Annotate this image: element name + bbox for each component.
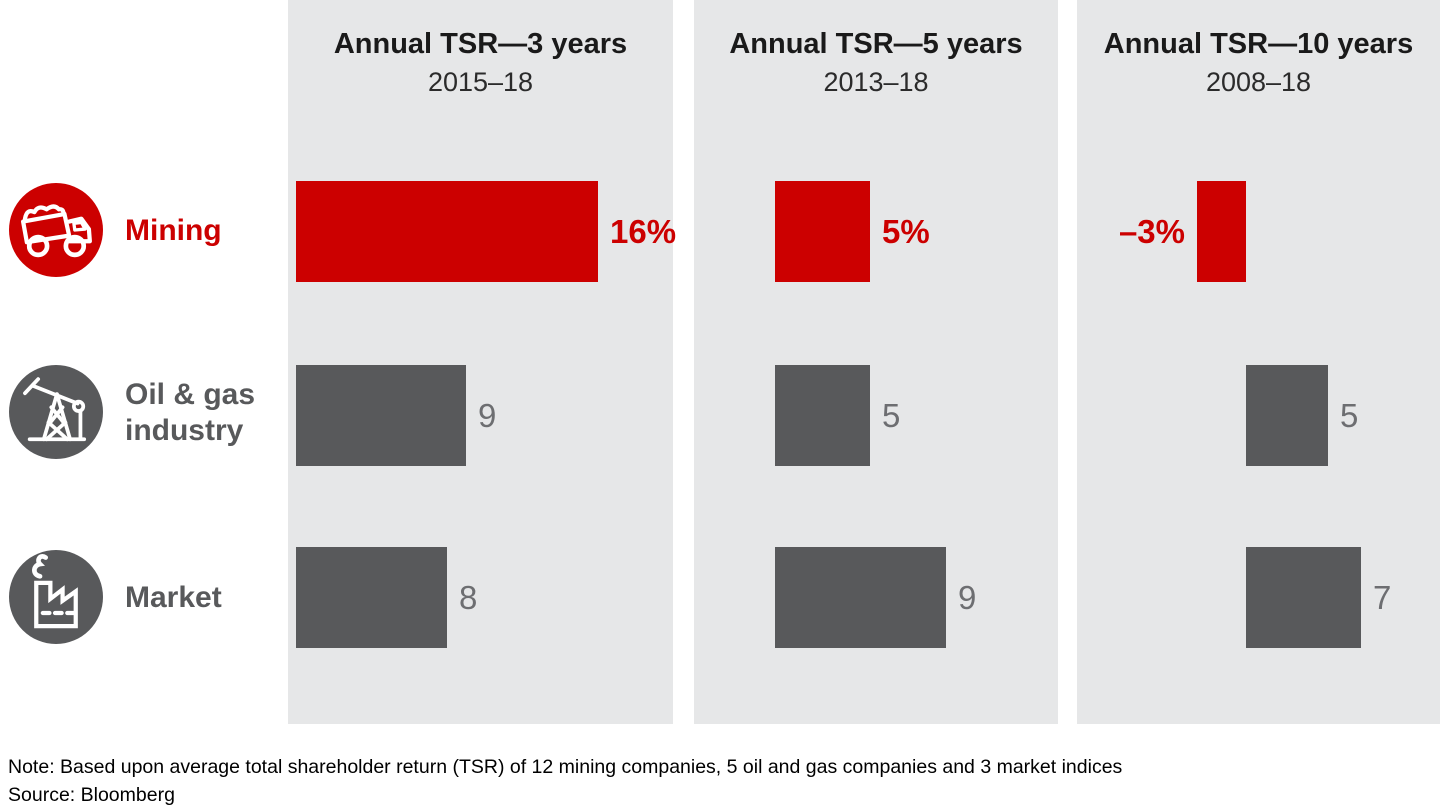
bar-value-mining-3yr: 16%: [610, 212, 677, 250]
footer: Note: Based upon average total sharehold…: [8, 754, 1122, 809]
panel-tsr-10yr: Annual TSR—10 years 2008–18 –3% 5 7: [1077, 0, 1440, 724]
bar-value-oil-gas-5yr: 5: [882, 396, 901, 434]
panel-subtitle-10yr: 2008–18: [1205, 67, 1312, 97]
panel-title-5yr: Annual TSR—5 years: [729, 28, 1023, 60]
panel-header-10yr: Annual TSR—10 years 2008–18: [1077, 27, 1440, 99]
bar-market-3yr: [296, 547, 447, 648]
panel-subtitle-3yr: 2015–18: [427, 67, 534, 97]
bar-value-oil-gas-3yr: 9: [478, 396, 497, 434]
bar-mining-5yr: [775, 181, 870, 282]
panel-tsr-3yr: Annual TSR—3 years 2015–18 16% 9 8: [288, 0, 677, 724]
oil-pumpjack-icon: [9, 365, 103, 459]
bar-market-10yr: [1246, 547, 1361, 648]
source-line: Source: Bloomberg: [8, 783, 175, 806]
dump-truck-icon: [9, 183, 103, 277]
bar-value-market-5yr: 9: [958, 578, 977, 616]
row-label-oil-gas: Oil & gas industry: [125, 378, 256, 447]
oil-gas-icon-badge: [9, 365, 103, 459]
row-label-mining: Mining: [125, 214, 222, 247]
market-icon-badge: [9, 550, 103, 644]
factory-icon: [9, 550, 103, 644]
bar-value-mining-5yr: 5%: [882, 212, 930, 250]
bar-value-oil-gas-10yr: 5: [1340, 396, 1359, 434]
bar-mining-3yr: [296, 181, 598, 282]
panel-tsr-5yr: Annual TSR—5 years 2013–18 5% 5 9: [694, 0, 1058, 724]
panel-header-5yr: Annual TSR—5 years 2013–18: [694, 27, 1058, 99]
bar-mining-10yr: [1197, 181, 1246, 282]
bar-value-mining-10yr: –3%: [1118, 212, 1185, 250]
bar-market-5yr: [775, 547, 946, 648]
panel-header-3yr: Annual TSR—3 years 2015–18: [288, 27, 673, 99]
bar-oil-gas-5yr: [775, 365, 870, 466]
panel-subtitle-5yr: 2013–18: [823, 67, 929, 97]
bar-value-market-3yr: 8: [459, 578, 478, 616]
row-label-market: Market: [125, 581, 222, 614]
panel-title-3yr: Annual TSR—3 years: [333, 28, 628, 60]
bar-oil-gas-10yr: [1246, 365, 1328, 466]
mining-icon-badge: [9, 183, 103, 277]
footnote: Note: Based upon average total sharehold…: [8, 756, 1123, 778]
panel-title-10yr: Annual TSR—10 years: [1103, 28, 1414, 60]
bar-oil-gas-3yr: [296, 365, 466, 466]
bar-value-market-10yr: 7: [1373, 578, 1392, 616]
